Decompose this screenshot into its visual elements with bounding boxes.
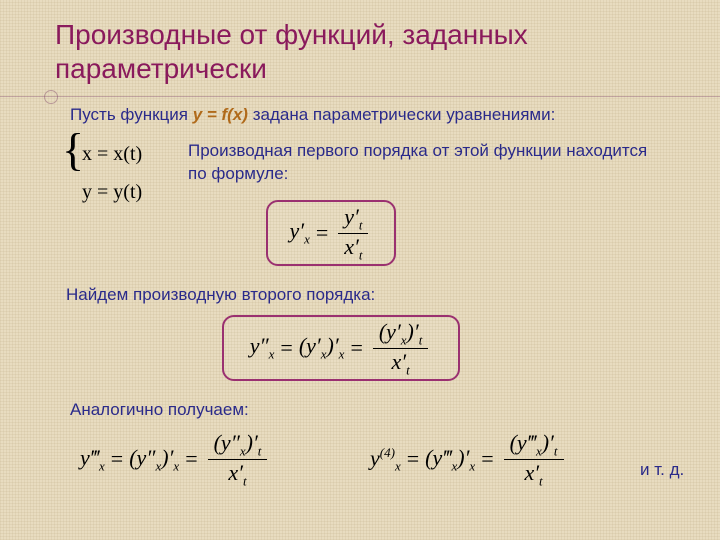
parametric-system: { x = x(t) y = y(t) [70, 135, 180, 211]
slide: Производные от функций, заданных парамет… [0, 0, 720, 540]
intro-a: Пусть функция [70, 105, 193, 124]
formula-y4prime: y(4)x = (y‴x)′x = (y‴x)′t x′t [370, 430, 568, 489]
etc-text: и т. д. [640, 460, 684, 480]
formula-y3prime: y‴x = (y″x)′x = (y″x)′t x′t [80, 430, 271, 489]
intro-line: Пусть функция y = f(x) задана параметрич… [70, 105, 690, 125]
formula-yprime: y′x = y′t x′t [290, 204, 373, 263]
param-row-y: y = y(t) [70, 173, 180, 211]
first-order-text: Производная первого порядка от этой функ… [188, 140, 668, 186]
second-order-text: Найдем производную второго порядка: [66, 285, 375, 305]
decorative-rule-dot [44, 90, 58, 104]
decorative-rule [0, 96, 720, 97]
slide-title: Производные от функций, заданных парамет… [55, 18, 665, 85]
param-row-x: x = x(t) [70, 135, 180, 173]
analog-text: Аналогично получаем: [70, 400, 249, 420]
formula-y2prime: y″x = (y′x)′x = (y′x)′t x′t [250, 319, 433, 378]
intro-highlight: y = f(x) [193, 105, 248, 124]
formula-box-2: y″x = (y′x)′x = (y′x)′t x′t [222, 315, 460, 381]
brace-icon: { [62, 127, 84, 173]
intro-b: задана параметрически уравнениями: [248, 105, 555, 124]
formula-box-1: y′x = y′t x′t [266, 200, 396, 266]
